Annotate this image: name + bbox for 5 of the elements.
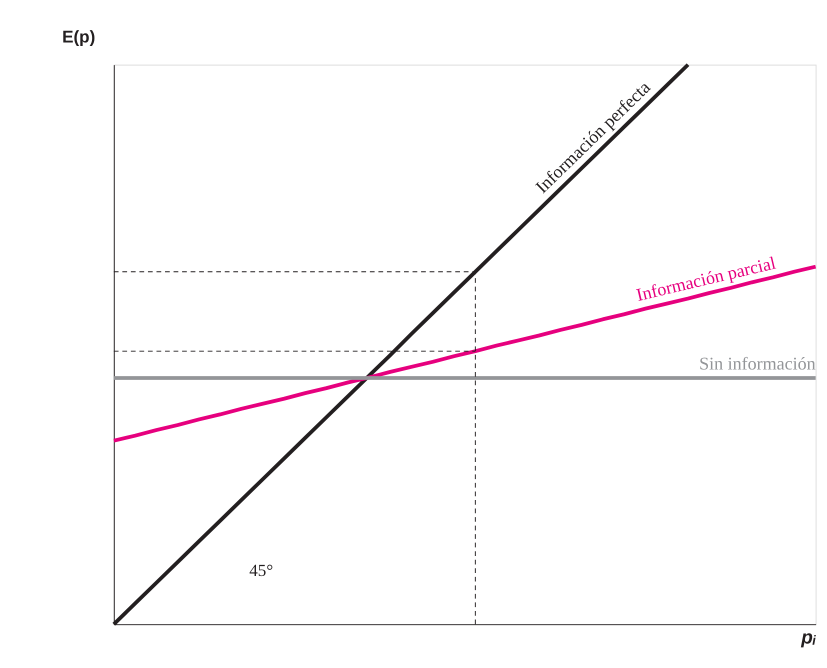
x-axis-title: pᵢ — [800, 628, 817, 649]
annotation: 45° — [249, 560, 274, 580]
text: Información parcial — [634, 252, 778, 305]
y-axis-title: E(p) — [62, 27, 96, 46]
series-label: Sin información — [699, 353, 816, 374]
